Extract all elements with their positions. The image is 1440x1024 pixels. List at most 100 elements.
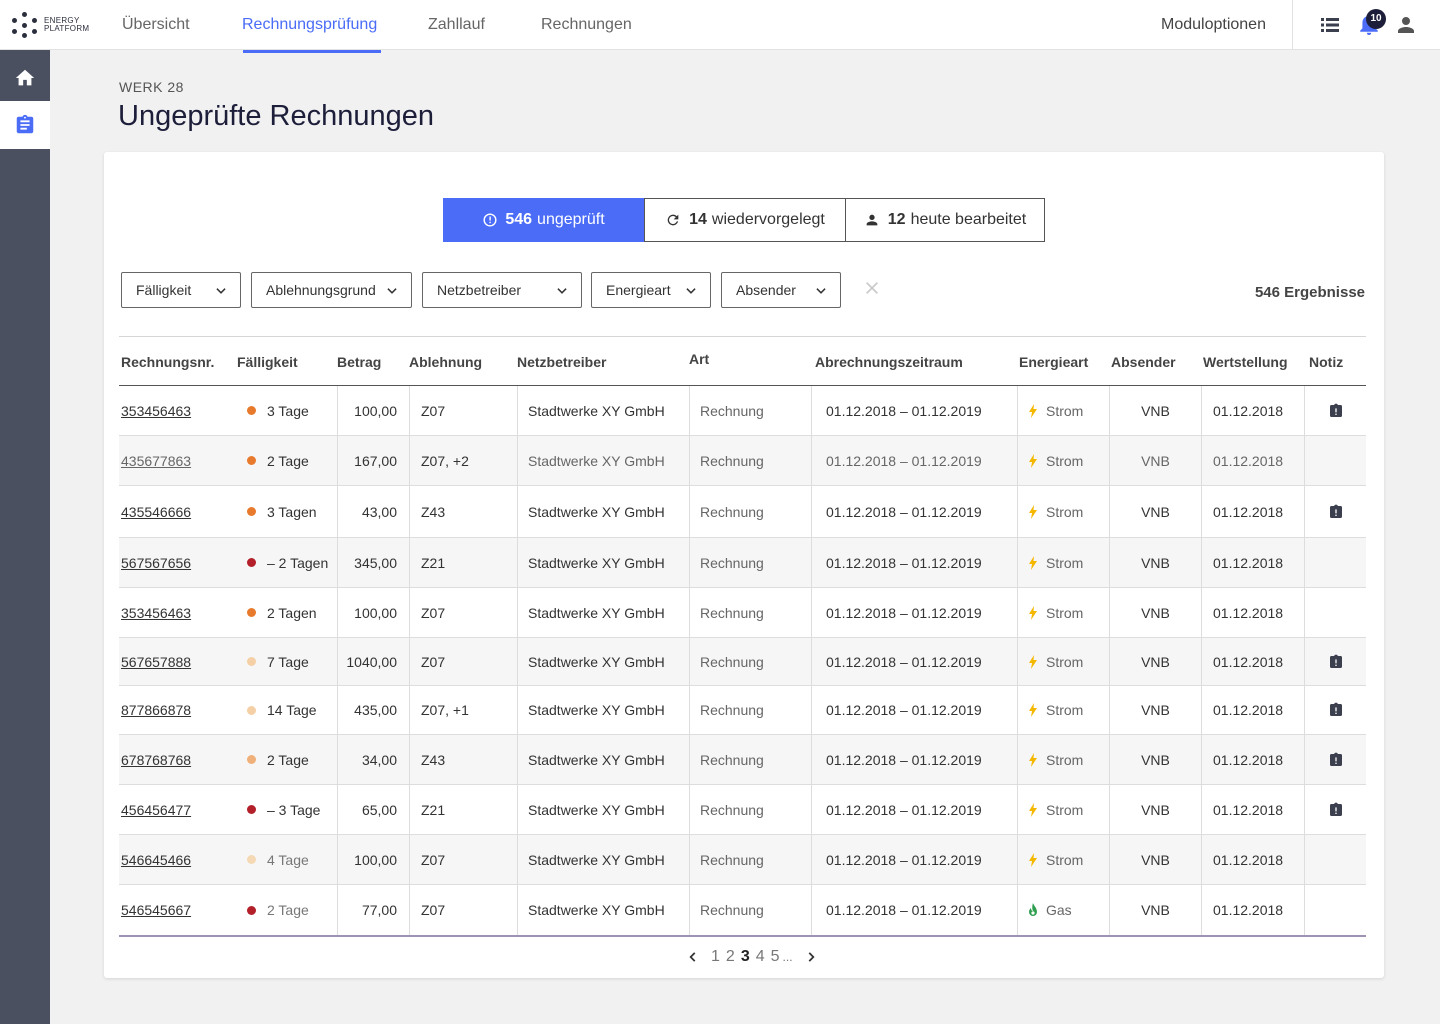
next-page-button[interactable] [804, 950, 818, 964]
module-options-button[interactable]: Moduloptionen [1161, 16, 1266, 33]
col-value-date[interactable]: Wertstellung [1203, 354, 1288, 370]
cell-value-date: 01.12.2018 [1201, 588, 1304, 637]
operator-text: Stadtwerke XY GmbH [528, 503, 665, 520]
clock-icon [483, 213, 497, 227]
col-network-operator[interactable]: Netzbetreiber [517, 354, 607, 370]
table-row[interactable]: 435546666 3 Tagen 43,00 Z43 Stadtwerke XY Gm… [119, 486, 1366, 538]
due-status-dot [247, 755, 256, 764]
table-row[interactable]: 353456463 3 Tage 100,00 Z07 Stadtwerke XY Gm… [119, 386, 1366, 436]
col-sender[interactable]: Absender [1111, 354, 1176, 370]
col-due[interactable]: Fälligkeit [237, 354, 298, 370]
invoice-number-link[interactable]: 546545667 [121, 902, 192, 918]
segment-processed-today[interactable]: 12 heute bearbeitet [845, 198, 1045, 242]
reject-text: Z07, +1 [421, 702, 469, 718]
cell-nr[interactable]: 546545667 [121, 885, 231, 935]
invoice-number-link[interactable]: 435546666 [121, 503, 192, 520]
reject-text: Z21 [421, 801, 446, 818]
cell-period: 01.12.2018 – 01.12.2019 [811, 588, 1017, 637]
nav-rechnungspruefung[interactable]: Rechnungsprüfung [242, 16, 378, 33]
nav-rechnungen[interactable]: Rechnungen [541, 16, 632, 33]
table-row[interactable]: 678768768 2 Tage 34,00 Z43 Stadtwerke XY Gmb… [119, 735, 1366, 785]
invoice-number-link[interactable]: 353456463 [121, 604, 192, 621]
col-billing-period[interactable]: Abrechnungszeitraum [815, 354, 963, 370]
note-icon[interactable] [1328, 403, 1344, 419]
cell-note[interactable] [1304, 835, 1366, 884]
cell-note[interactable] [1304, 538, 1366, 587]
cell-nr[interactable]: 567567656 [121, 538, 231, 587]
col-rejection[interactable]: Ablehnung [409, 354, 483, 370]
filter-network-operator[interactable]: Netzbetreiber [422, 272, 582, 308]
invoice-number-link[interactable]: 678768768 [121, 751, 192, 768]
page-5[interactable]: 5 [770, 948, 780, 965]
cell-note[interactable] [1304, 588, 1366, 637]
note-icon[interactable] [1328, 504, 1344, 520]
due-text: – 3 Tage [267, 801, 321, 818]
table-row[interactable]: 877866878 14 Tage 435,00 Z07, +1 Stadtwerke … [119, 686, 1366, 735]
page-4[interactable]: 4 [755, 948, 765, 965]
sidebar-home[interactable] [0, 54, 50, 102]
filter-rejection-reason[interactable]: Ablehnungsgrund [251, 272, 412, 308]
brand-logo[interactable]: ENERGY PLATFORM [12, 10, 102, 40]
table-row[interactable]: 567657888 7 Tage 1040,00 Z07 Stadtwerke XY G… [119, 638, 1366, 686]
cell-note[interactable] [1304, 735, 1366, 784]
list-view-icon[interactable] [1318, 13, 1342, 37]
user-account-icon[interactable] [1394, 13, 1418, 37]
nav-zahllauf[interactable]: Zahllauf [428, 16, 485, 33]
note-icon[interactable] [1328, 802, 1344, 818]
invoice-number-link[interactable]: 435677863 [121, 452, 192, 469]
table-row[interactable]: 567567656 – 2 Tagen 345,00 Z21 Stadtwerke XY… [119, 538, 1366, 588]
col-note[interactable]: Notiz [1309, 354, 1344, 370]
filter-sender[interactable]: Absender [721, 272, 841, 308]
cell-nr[interactable]: 353456463 [121, 386, 231, 435]
cell-note[interactable] [1304, 436, 1366, 485]
page-3[interactable]: 3 [740, 948, 750, 965]
cell-amount: 1040,00 [337, 638, 409, 685]
cell-note[interactable] [1304, 885, 1366, 935]
table-row[interactable]: 546545667 2 Tage 77,00 Z07 Stadtwerke XY Gmb… [119, 885, 1366, 937]
sidebar-invoice-check[interactable] [0, 101, 50, 149]
filter-due[interactable]: Fälligkeit [121, 272, 241, 308]
cell-nr[interactable]: 546645466 [121, 835, 231, 884]
nav-uebersicht[interactable]: Übersicht [122, 16, 190, 33]
col-invoice-number[interactable]: Rechnungsnr. [121, 354, 215, 370]
prev-page-button[interactable] [686, 950, 700, 964]
cell-nr[interactable]: 435546666 [121, 486, 231, 537]
cell-sender: VNB [1109, 735, 1201, 784]
col-type[interactable]: Art [689, 351, 710, 367]
operator-text: Stadtwerke XY GmbH [528, 751, 665, 768]
cell-note[interactable] [1304, 386, 1366, 435]
cell-nr[interactable]: 877866878 [121, 686, 231, 734]
segment-unchecked[interactable]: 546 ungeprüft [443, 198, 645, 242]
invoice-number-link[interactable]: 567657888 [121, 653, 192, 670]
invoice-number-link[interactable]: 546645466 [121, 851, 192, 868]
cell-nr[interactable]: 567657888 [121, 638, 231, 685]
cell-note[interactable] [1304, 686, 1366, 734]
cell-note[interactable] [1304, 638, 1366, 685]
cell-nr[interactable]: 456456477 [121, 785, 231, 834]
cell-nr[interactable]: 353456463 [121, 588, 231, 637]
table-row[interactable]: 546645466 4 Tage 100,00 Z07 Stadtwerke XY Gm… [119, 835, 1366, 885]
note-icon[interactable] [1328, 752, 1344, 768]
table-row[interactable]: 435677863 2 Tage 167,00 Z07, +2 Stadtwerke X… [119, 436, 1366, 486]
invoice-number-link[interactable]: 456456477 [121, 801, 192, 818]
page-1[interactable]: 1 [711, 948, 720, 965]
col-amount[interactable]: Betrag [337, 354, 382, 370]
page-2[interactable]: 2 [725, 948, 735, 965]
cell-nr[interactable]: 435677863 [121, 436, 231, 485]
filter-energy-type[interactable]: Energieart [591, 272, 711, 308]
table-row[interactable]: 456456477 – 3 Tage 65,00 Z21 Stadtwerke XY G… [119, 785, 1366, 835]
invoice-number-link[interactable]: 877866878 [121, 702, 192, 718]
cell-period: 01.12.2018 – 01.12.2019 [811, 885, 1017, 935]
invoice-number-link[interactable]: 567567656 [121, 554, 192, 571]
col-energy-type[interactable]: Energieart [1019, 354, 1089, 370]
sender-text: VNB [1141, 702, 1170, 718]
segment-resubmitted[interactable]: 14 wiedervorgelegt [644, 198, 846, 242]
cell-note[interactable] [1304, 486, 1366, 537]
table-row[interactable]: 353456463 2 Tagen 100,00 Z07 Stadtwerke XY G… [119, 588, 1366, 638]
note-icon[interactable] [1328, 702, 1344, 718]
clear-filters-icon[interactable] [864, 280, 884, 300]
cell-note[interactable] [1304, 785, 1366, 834]
invoice-number-link[interactable]: 353456463 [121, 402, 192, 419]
cell-nr[interactable]: 678768768 [121, 735, 231, 784]
note-icon[interactable] [1328, 654, 1344, 670]
